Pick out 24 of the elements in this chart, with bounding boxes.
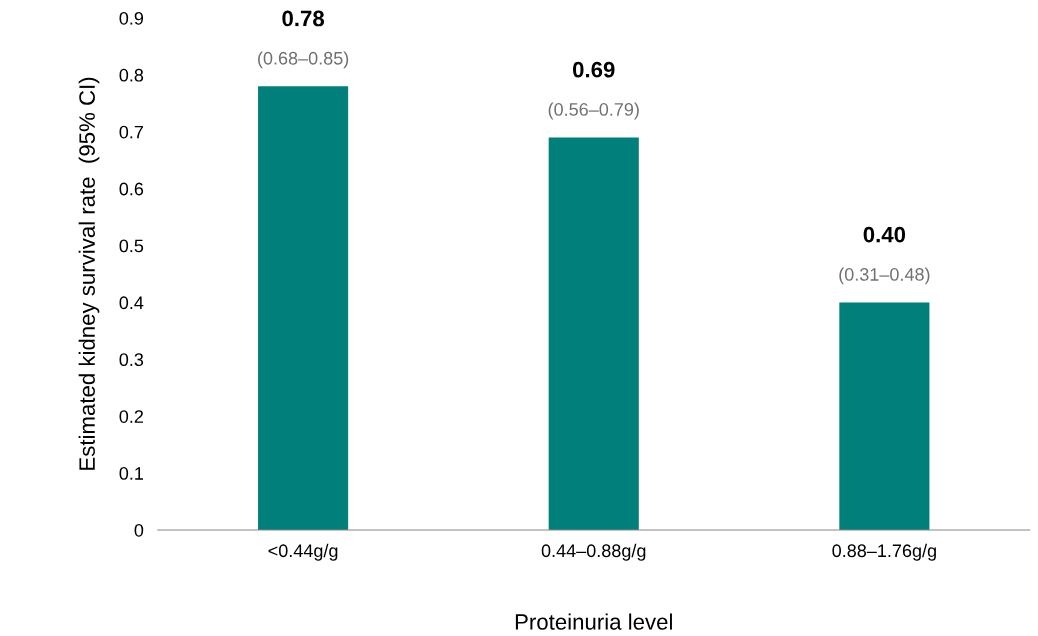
- y-tick-label: 0.7: [119, 125, 143, 139]
- x-tick-label: 0.88–1.76g/g: [832, 543, 936, 561]
- bar: [258, 86, 349, 530]
- y-tick-label: 0.2: [119, 410, 143, 423]
- y-tick-label: 0.9: [119, 11, 144, 25]
- y-tick-label: 0.5: [119, 239, 144, 253]
- data-label: 0.40: [863, 226, 906, 243]
- annotation: (0.56–0.79): [548, 102, 639, 120]
- y-axis-title: Estimated kidney survival rate (95% CI): [78, 77, 100, 470]
- annotation: (0.68–0.85): [258, 51, 349, 69]
- y-tick-label: 0: [134, 523, 144, 537]
- x-tick-label: <0.44g/g: [268, 543, 338, 561]
- annotation: (0.31–0.48): [839, 267, 930, 285]
- y-tick-label: 0.6: [119, 182, 144, 196]
- y-tick-label: 0.4: [119, 296, 144, 310]
- x-tick-label: 0.44–0.88g/g: [541, 543, 646, 561]
- bar: [839, 302, 930, 530]
- y-tick-label: 0.8: [119, 68, 144, 82]
- data-label: 0.69: [572, 61, 615, 78]
- x-axis-title: Proteinuria level: [515, 613, 672, 630]
- data-label: 0.78: [282, 10, 325, 27]
- bar: [548, 137, 639, 530]
- y-tick-label: 0.1: [119, 467, 144, 480]
- y-tick-label: 0.3: [119, 353, 144, 367]
